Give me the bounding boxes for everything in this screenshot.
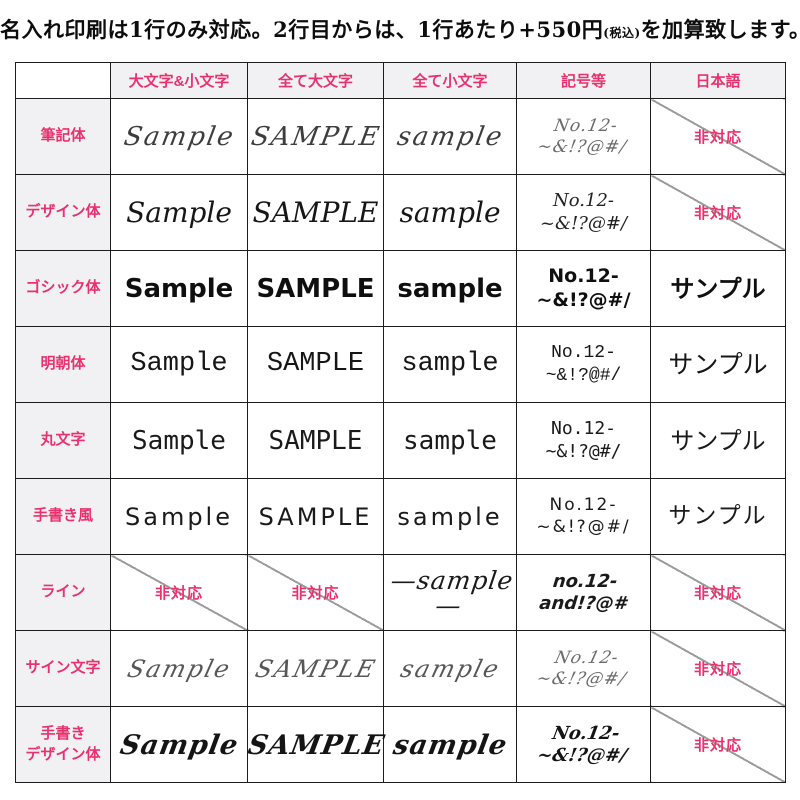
sample-uppercase-cell: SAMPLE (238, 630, 393, 707)
sample-lowercase-cell: sample (376, 98, 524, 175)
symbols-line: ~&!?@#/ (533, 668, 629, 689)
font-style-row: 明朝体 Sample SAMPLE sample No.12- ~&!?@#/サンプル (15, 326, 786, 403)
not-supported-cell: 非対応 (650, 98, 786, 175)
japanese-cell: サンプル (650, 326, 786, 403)
font-sample-table: 大文字&小文字 全て大文字 全て小文字 記号等 日本語 筆記体 Sample SAMPLE s… (15, 62, 786, 783)
sample-uppercase-cell: SAMPLE (247, 250, 384, 327)
symbols-line: No.12- (550, 418, 617, 439)
row-label: 手書き風 (15, 478, 111, 555)
symbols-cell: No.12- ~&!?@#/ (516, 478, 651, 555)
symbols-cell: No.12- ~&!?@#/ (516, 174, 651, 251)
row-label: ゴシック体 (15, 250, 111, 327)
symbols-cell: No.12- ~&!?@#/ (507, 630, 660, 707)
table-body: 筆記体 Sample SAMPLE sample No.12- ~&!?@#/非対応 デザイ… (15, 98, 786, 783)
sample-uppercase-cell: SAMPLE (247, 478, 384, 555)
symbols-line: ~&!?@#/ (539, 212, 628, 234)
sample-mixed-cell: Sample (103, 98, 255, 175)
row-label: 筆記体 (15, 98, 111, 175)
sample-mixed-cell: Sample (110, 402, 248, 479)
symbols-line: ~&!?@#/ (545, 365, 622, 386)
symbols-cell: No.12- ~&!?@#/ (516, 326, 651, 403)
sample-lowercase-cell: sample (374, 630, 526, 707)
sample-mixed-cell: Sample (110, 326, 248, 403)
sample-mixed-cell: Sample (101, 630, 257, 707)
symbols-line: No.12- (553, 190, 614, 211)
sample-lowercase-cell: sample (383, 174, 517, 251)
row-label: ライン (15, 554, 111, 631)
symbols-cell: No.12- ~&!?@#/ (516, 402, 651, 479)
not-supported-cell: 非対応 (650, 630, 786, 707)
symbols-line: and!?@# (537, 592, 628, 614)
not-supported-cell: 非対応 (247, 554, 384, 631)
price-notice-text: 名入れ印刷は1行のみ対応。2行目からは、1行あたり+550円 (0, 17, 604, 42)
symbols-line: No.12- (548, 264, 619, 287)
sample-uppercase-cell: SAMPLE (247, 402, 384, 479)
table-header: 大文字&小文字 全て大文字 全て小文字 記号等 日本語 (15, 62, 786, 99)
row-label: サイン文字 (15, 630, 111, 707)
symbols-line: No.12- (552, 647, 621, 668)
row-label: 丸文字 (15, 402, 111, 479)
corner-header-cell (15, 62, 111, 99)
symbols-line: ~&!?@#/ (536, 288, 631, 311)
sample-mixed-cell: Sample (110, 478, 248, 555)
symbols-line: no.12- (551, 570, 619, 591)
symbols-line: ~&!?@#/ (535, 744, 629, 766)
font-style-row: 丸文字 Sample SAMPLE sample No.12- ~&!?@#/サンプル (15, 402, 786, 479)
sample-lowercase-cell: sample (383, 478, 517, 555)
sample-lowercase-cell: —sample— (378, 554, 522, 631)
font-style-row: ゴシック体 Sample SAMPLE sample No.12- ~&!?@#/サンプル (15, 250, 786, 327)
row-label: デザイン体 (15, 174, 111, 251)
symbols-line: ~&!?@#/ (535, 136, 629, 157)
sample-uppercase-cell: SAMPLE (247, 326, 384, 403)
sample-mixed-cell: Sample (110, 174, 248, 251)
sample-uppercase-cell: SAMPLE (240, 98, 391, 175)
japanese-cell: サンプル (650, 402, 786, 479)
symbols-line: ~&!?@#/ (536, 516, 631, 537)
sample-mixed-cell: Sample (110, 250, 248, 327)
font-style-row: ライン 非対応 非対応 —sample— no.12- and!?@# 非対応 (15, 554, 786, 631)
not-supported-cell: 非対応 (650, 706, 786, 783)
japanese-cell: サンプル (650, 478, 786, 555)
font-style-row: 手書き デザイン体 Sample SAMPLE sample No.12- ~&!?@#/… (15, 706, 786, 783)
tax-included-note: (税込) (603, 26, 641, 40)
not-supported-cell: 非対応 (110, 554, 248, 631)
font-style-row: 筆記体 Sample SAMPLE sample No.12- ~&!?@#/非対応 (15, 98, 786, 175)
symbols-line: No.12- (551, 115, 620, 136)
font-style-row: デザイン体 Sample SAMPLE sample No.12- ~&!?@#/非対応 (15, 174, 786, 251)
font-style-row: 手書き風 Sample SAMPLE sample No.12- ~&!?@#/サンプル (15, 478, 786, 555)
japanese-cell: サンプル (650, 250, 786, 327)
symbols-line: No.12- (550, 722, 621, 743)
sample-uppercase-cell: SAMPLE (240, 706, 391, 783)
sample-mixed-cell: Sample (103, 706, 255, 783)
symbols-line: No.12- (551, 343, 616, 363)
sample-uppercase-cell: SAMPLE (247, 174, 384, 251)
sample-lowercase-cell: sample (383, 326, 517, 403)
column-header: 全て小文字 (383, 62, 517, 99)
symbols-line: No.12- (549, 495, 618, 516)
symbols-cell: no.12- and!?@# (512, 554, 655, 631)
column-header: 日本語 (650, 62, 786, 99)
not-supported-cell: 非対応 (650, 174, 786, 251)
row-label: 明朝体 (15, 326, 111, 403)
symbols-cell: No.12- ~&!?@#/ (516, 250, 651, 327)
symbols-line: ~&!?@#/ (545, 440, 622, 462)
column-header: 大文字&小文字 (110, 62, 248, 99)
symbols-cell: No.12- ~&!?@#/ (509, 98, 658, 175)
not-supported-cell: 非対応 (650, 554, 786, 631)
font-style-row: サイン文字 Sample SAMPLE sample No.12- ~&!?@#/非対応 (15, 630, 786, 707)
symbols-cell: No.12- ~&!?@#/ (509, 706, 658, 783)
column-header: 全て大文字 (247, 62, 384, 99)
row-label: 手書き デザイン体 (15, 706, 111, 783)
sample-lowercase-cell: sample (376, 706, 524, 783)
column-header: 記号等 (516, 62, 651, 99)
header-row: 大文字&小文字 全て大文字 全て小文字 記号等 日本語 (15, 62, 786, 99)
price-notice: 名入れ印刷は1行のみ対応。2行目からは、1行あたり+550円(税込)を加算致しま… (0, 14, 800, 44)
sample-lowercase-cell: sample (383, 402, 517, 479)
sample-lowercase-cell: sample (383, 250, 517, 327)
price-notice-text-end: を加算致します。 (640, 17, 800, 42)
